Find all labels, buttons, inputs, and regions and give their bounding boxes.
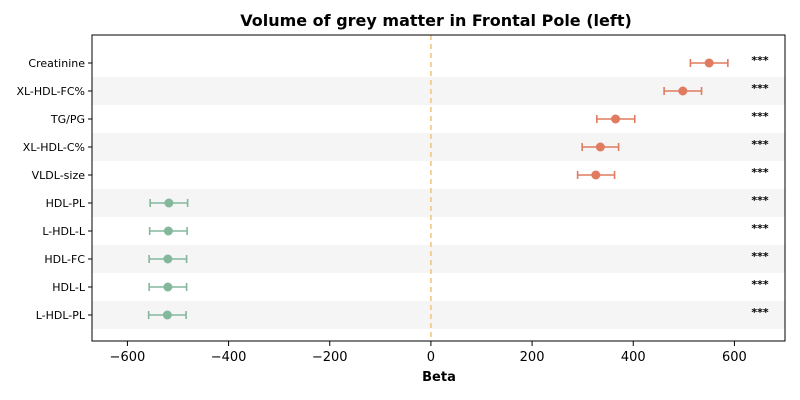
- beta-point: [595, 142, 605, 152]
- x-tick-label: −400: [211, 350, 247, 365]
- y-tick-label: HDL-L: [52, 281, 86, 294]
- y-tick-label: TG/PG: [50, 113, 85, 126]
- y-tick-label: XL-HDL-C%: [23, 141, 85, 154]
- beta-point: [164, 198, 174, 208]
- row-stripe: [92, 301, 785, 329]
- row-stripe: [92, 133, 785, 161]
- beta-point: [163, 282, 173, 292]
- row-stripe: [92, 189, 785, 217]
- significance-label: ***: [751, 250, 769, 263]
- y-axis: Creatinine XL-HDL-FC% TG/PG XL-HDL-C% VLDL-s…: [16, 57, 92, 322]
- significance-labels: *** *** *** *** *** *** *** *** *** ***: [751, 54, 769, 319]
- x-tick-label: 0: [427, 350, 435, 365]
- y-tick-label: L-HDL-L: [42, 225, 86, 238]
- beta-point: [678, 86, 688, 96]
- beta-point: [611, 114, 621, 124]
- significance-label: ***: [751, 110, 769, 123]
- significance-label: ***: [751, 54, 769, 67]
- chart-title: Volume of grey matter in Frontal Pole (l…: [240, 11, 632, 30]
- significance-label: ***: [751, 82, 769, 95]
- plot-frame: [91, 34, 786, 342]
- y-tick-label: L-HDL-PL: [36, 309, 86, 322]
- row-stripe: [92, 245, 785, 273]
- significance-label: ***: [751, 166, 769, 179]
- significance-label: ***: [751, 278, 769, 291]
- significance-label: ***: [751, 306, 769, 319]
- y-tick-label: HDL-PL: [46, 197, 86, 210]
- y-tick-label: VLDL-size: [32, 169, 86, 182]
- y-tick-label: HDL-FC: [44, 253, 85, 266]
- x-axis: −600 −400 −200 0 200 400 600: [110, 341, 747, 365]
- significance-label: ***: [751, 194, 769, 207]
- x-tick-label: −200: [312, 350, 348, 365]
- row-stripes: [92, 77, 785, 329]
- x-tick-label: 600: [722, 350, 747, 365]
- beta-point: [163, 254, 173, 264]
- y-tick-label: XL-HDL-FC%: [16, 85, 85, 98]
- significance-label: ***: [751, 222, 769, 235]
- beta-point: [163, 226, 173, 236]
- significance-label: ***: [751, 138, 769, 151]
- x-tick-label: 400: [621, 350, 646, 365]
- beta-point: [162, 310, 172, 320]
- y-tick-label: Creatinine: [28, 57, 85, 70]
- beta-point: [704, 58, 714, 68]
- data-marks: [147, 58, 729, 320]
- x-tick-label: 200: [520, 350, 545, 365]
- beta-point: [591, 170, 601, 180]
- x-axis-label: Beta: [422, 370, 456, 385]
- x-tick-label: −600: [110, 350, 146, 365]
